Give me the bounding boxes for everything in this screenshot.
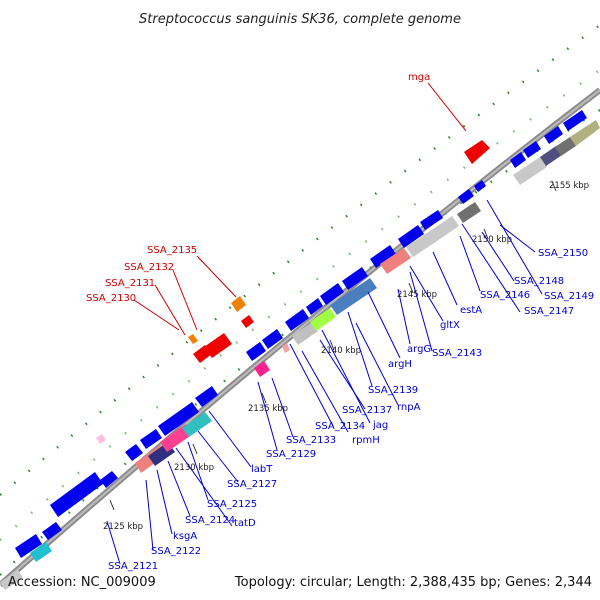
gene-label[interactable]: SSA_2148 (514, 276, 564, 287)
gene-label[interactable]: SSA_2129 (266, 449, 316, 460)
gene-label[interactable]: SSA_2121 (108, 561, 158, 572)
gene-label[interactable]: labT (251, 464, 273, 475)
gene-label[interactable]: SSA_2127 (227, 479, 277, 490)
tick-label: 2130 kbp (174, 463, 214, 473)
gene-label[interactable]: SSA_2143 (432, 348, 482, 359)
map-title: Streptococcus sanguinis SK36, complete g… (139, 12, 461, 27)
gene-label[interactable]: jag (372, 420, 388, 431)
gene-label[interactable]: SSA_2131 (105, 278, 155, 289)
gene-label[interactable]: gltX (440, 320, 460, 331)
accession-text: Accession: NC_009009 (8, 575, 156, 590)
gene-mga (464, 140, 490, 164)
gene-label[interactable]: rpmH (352, 435, 380, 446)
tick-label: 2155 kbp (549, 181, 589, 191)
gene-label[interactable]: tatD (234, 518, 256, 529)
topology-summary: Topology: circular; Length: 2,388,435 bp… (234, 575, 592, 590)
gene-label[interactable]: SSA_2125 (207, 499, 257, 510)
gene-label[interactable]: SSA_2130 (86, 293, 136, 304)
gene-label[interactable]: SSA_2139 (368, 385, 418, 396)
gene-label[interactable]: SSA_2124 (185, 515, 235, 526)
scale-labels: 2125 kbp 2130 kbp 2135 kbp 2140 kbp 2145… (103, 181, 589, 532)
tick-marks (109, 180, 557, 511)
gene-label[interactable]: SSA_2132 (124, 262, 174, 273)
gene-label[interactable]: SSA_2146 (480, 290, 530, 301)
leader-lines (106, 82, 543, 565)
gene-label[interactable]: SSA_2149 (544, 291, 594, 302)
tick-label: 2145 kbp (397, 290, 437, 300)
minus-strand-labels: SSA_2150 SSA_2148 SSA_2149 SSA_2146 SSA_… (108, 248, 594, 572)
gene-label[interactable]: ksgA (173, 531, 197, 542)
gene-label[interactable]: SSA_2122 (151, 546, 201, 557)
gene-label[interactable]: argG (407, 344, 431, 355)
feature-boxes (0, 120, 600, 590)
gene-label[interactable]: SSA_2134 (315, 421, 365, 432)
gene-label[interactable]: SSA_2133 (286, 435, 336, 446)
gene-label[interactable]: argH (388, 359, 412, 370)
gene-label[interactable]: SSA_2137 (342, 405, 392, 416)
plus-strand-labels: mga SSA_2135 SSA_2132 SSA_2131 SSA_2130 (86, 72, 430, 304)
gene-label[interactable]: SSA_2147 (524, 306, 574, 317)
outer-dotted-rings (0, 23, 600, 576)
gene-label[interactable]: mga (408, 72, 430, 83)
tick-label: 2135 kbp (248, 404, 288, 414)
gene-label[interactable]: SSA_2150 (538, 248, 588, 259)
tick-label: 2125 kbp (103, 522, 143, 532)
outer-features (96, 140, 490, 444)
gene-track-blue (15, 110, 587, 558)
tick-label: 2140 kbp (321, 346, 361, 356)
gene-label[interactable]: SSA_2135 (147, 245, 197, 256)
gene-label[interactable]: estA (460, 305, 482, 316)
gene-label[interactable]: rnpA (397, 402, 421, 413)
tick-label: 2150 kbp (472, 235, 512, 245)
